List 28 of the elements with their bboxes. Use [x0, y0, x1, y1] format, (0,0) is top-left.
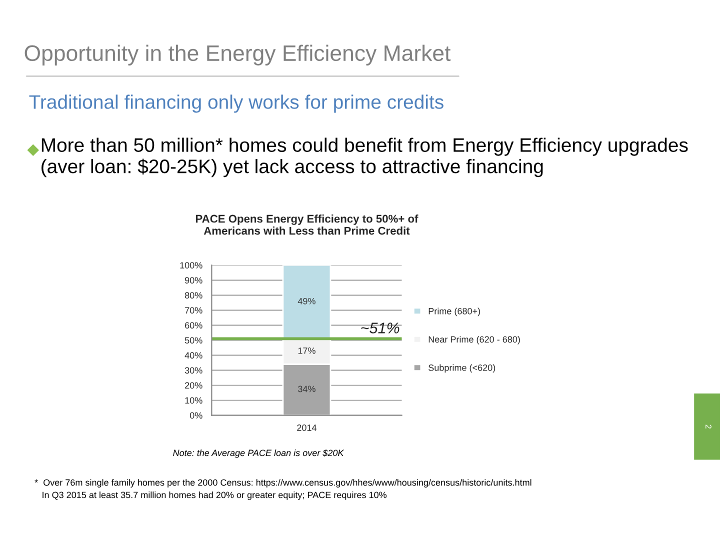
- text: Traditional financing only works for prime credits: [29, 94, 444, 113]
- y-tick-label: 20%: [185, 382, 202, 389]
- data-label: 17%: [298, 348, 316, 354]
- text: More than 50 million* homes could benefit from Energy Efficiency upgrades (aver loan: $20-25K) yet lack access to attractive financing: [42, 138, 688, 178]
- y-tick-label: 100%: [180, 262, 202, 268]
- text: Opportunity in the Energy Efficiency Market: [24, 44, 451, 66]
- text: * Over 76m single family homes per the 2000 Census: https://www.census.gov/hhes/www/housing/census/historic/units.html: [34, 479, 532, 488]
- y-tick-label: 70%: [185, 307, 202, 314]
- y-tick-label: 10%: [185, 397, 202, 404]
- chart-title: PACE Opens Energy Efficiency to 50%+ of Americans with Less than Prime Credit: [196, 214, 418, 235]
- legend-label: Subprime (<620): [428, 364, 496, 373]
- y-tick-label: 0%: [190, 412, 202, 419]
- data-label: 49%: [298, 298, 316, 304]
- y-tick-label: 80%: [184, 292, 202, 299]
- data-label: 34%: [298, 386, 316, 392]
- bar: [282, 265, 332, 340]
- ref-line-label: ~51%: [361, 322, 400, 334]
- y-tick-label: 50%: [184, 337, 202, 344]
- x-tick-label: 2014: [297, 424, 316, 431]
- text: Note: the Average PACE loan is over $20K: [173, 449, 344, 458]
- text: In Q3 2015 at least 35.7 million homes had 20% or greater equity; PACE requires 10%: [42, 492, 387, 500]
- text: 2: [706, 424, 712, 428]
- y-tick-label: 40%: [184, 352, 202, 359]
- legend-label: Near Prime (620 - 680): [428, 336, 520, 344]
- y-tick-label: 60%: [185, 322, 202, 329]
- y-tick-label: 30%: [184, 367, 202, 374]
- legend-label: Prime (680+): [428, 308, 480, 316]
- y-tick-label: 90%: [185, 277, 202, 284]
